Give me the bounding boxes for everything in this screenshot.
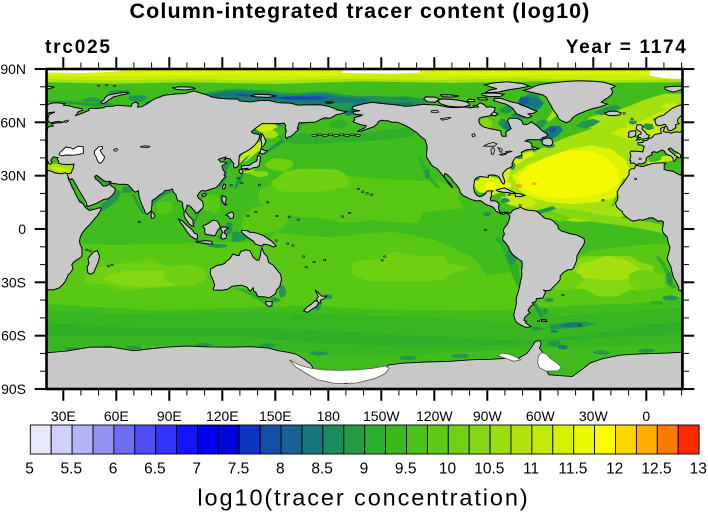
svg-text:0: 0 <box>18 221 26 237</box>
svg-text:12.5: 12.5 <box>641 461 671 478</box>
svg-text:60N: 60N <box>0 114 26 130</box>
svg-text:5.5: 5.5 <box>61 461 83 478</box>
svg-text:12: 12 <box>606 461 623 478</box>
svg-text:trc025: trc025 <box>45 37 112 58</box>
svg-text:9.5: 9.5 <box>395 461 417 478</box>
svg-text:150W: 150W <box>363 408 400 424</box>
svg-text:10: 10 <box>439 461 457 478</box>
svg-text:7: 7 <box>192 461 201 478</box>
svg-text:30S: 30S <box>1 274 26 290</box>
svg-text:log10(tracer concentration): log10(tracer concentration) <box>197 485 529 511</box>
svg-text:30N: 30N <box>0 168 26 184</box>
svg-text:8.5: 8.5 <box>311 461 333 478</box>
svg-text:0: 0 <box>642 408 650 424</box>
svg-text:90W: 90W <box>473 408 503 424</box>
svg-text:5: 5 <box>25 461 34 478</box>
svg-text:150E: 150E <box>259 408 292 424</box>
svg-text:30E: 30E <box>51 408 76 424</box>
svg-text:90S: 90S <box>1 381 26 397</box>
svg-text:90N: 90N <box>0 61 26 77</box>
svg-text:180: 180 <box>317 408 341 424</box>
svg-text:90E: 90E <box>157 408 182 424</box>
svg-text:13: 13 <box>690 461 707 478</box>
svg-text:120W: 120W <box>416 408 453 424</box>
svg-text:60W: 60W <box>526 408 556 424</box>
svg-text:11: 11 <box>523 461 539 478</box>
svg-text:6: 6 <box>109 461 118 478</box>
svg-text:Year = 1174: Year = 1174 <box>566 37 688 58</box>
svg-text:30W: 30W <box>579 408 609 424</box>
svg-text:Column-integrated tracer conte: Column-integrated tracer content (log10) <box>130 0 591 23</box>
svg-text:10.5: 10.5 <box>474 461 504 478</box>
svg-text:120E: 120E <box>206 408 239 424</box>
svg-text:60E: 60E <box>104 408 129 424</box>
svg-text:9: 9 <box>360 461 369 478</box>
svg-text:60S: 60S <box>1 328 26 344</box>
svg-text:7.5: 7.5 <box>228 461 250 478</box>
svg-text:8: 8 <box>276 461 285 478</box>
svg-text:11.5: 11.5 <box>558 461 587 478</box>
svg-text:6.5: 6.5 <box>144 461 166 478</box>
